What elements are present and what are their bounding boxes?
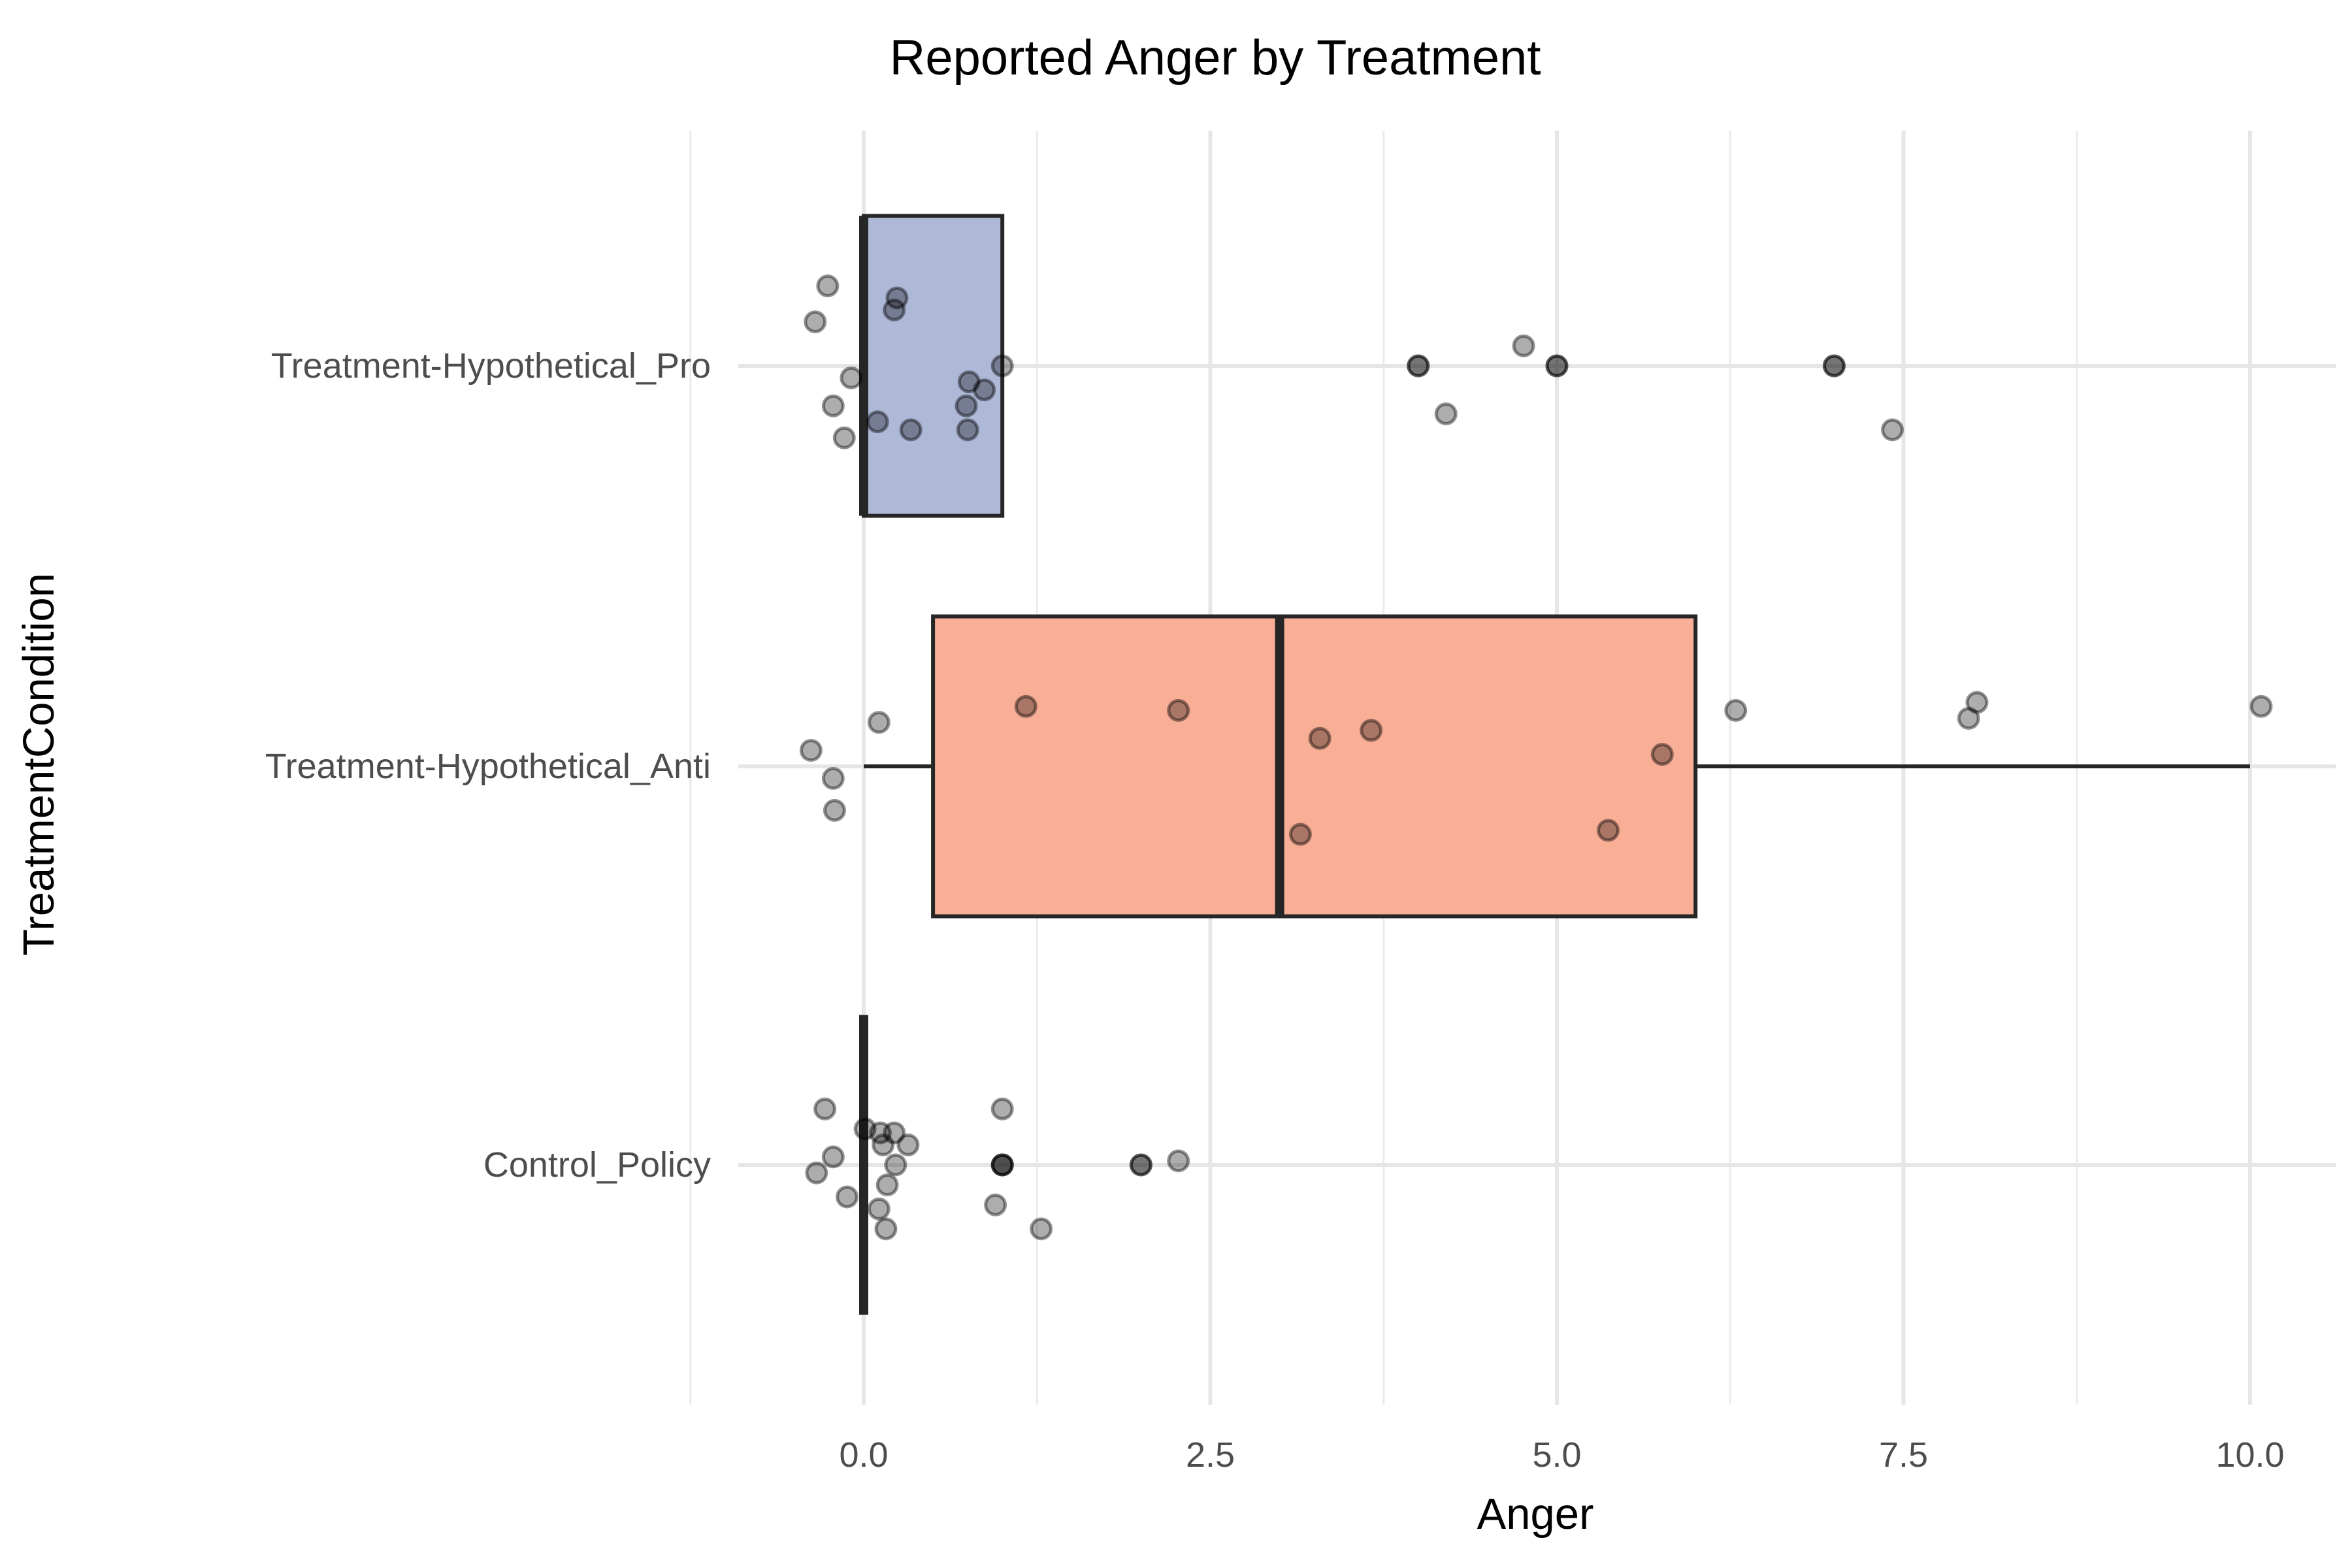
data-point (1881, 418, 1904, 442)
box-layer (859, 214, 2250, 1315)
data-point (867, 711, 890, 734)
data-point (1650, 743, 1674, 766)
point-layer (799, 274, 2273, 1241)
data-point (1965, 691, 1989, 714)
data-point (2249, 694, 2273, 718)
data-point (868, 1121, 892, 1145)
data-point (867, 1197, 890, 1220)
data-point (1545, 354, 1569, 378)
data-point (832, 426, 856, 449)
box (931, 614, 1698, 919)
data-point (1167, 1149, 1190, 1173)
data-point (875, 1173, 899, 1197)
data-point (1407, 354, 1430, 378)
data-point (973, 378, 996, 402)
x-tick-label: 7.5 (1879, 1435, 1928, 1475)
data-point (1434, 402, 1458, 425)
data-point (799, 739, 823, 762)
data-point (816, 274, 840, 298)
data-point (990, 1097, 1014, 1120)
data-point (821, 766, 845, 790)
data-point (804, 310, 827, 334)
y-tick-label: Control_Policy (483, 1145, 711, 1184)
data-point (1724, 698, 1748, 722)
data-point (1407, 354, 1430, 378)
data-point (821, 394, 845, 417)
x-tick-label: 5.0 (1532, 1435, 1581, 1475)
data-point (990, 1153, 1014, 1177)
data-point (805, 1161, 828, 1184)
x-tick-label: 0.0 (839, 1435, 888, 1475)
x-tick-label: 10.0 (2215, 1435, 2284, 1475)
data-point (990, 354, 1014, 378)
data-point (1167, 698, 1190, 722)
data-point (1822, 354, 1846, 378)
data-point (990, 1153, 1014, 1177)
data-point (884, 1153, 907, 1177)
y-tick-label: Treatment-Hypothetical_Anti (265, 747, 711, 786)
data-point (896, 1133, 920, 1156)
data-point (853, 1117, 877, 1141)
data-point (866, 410, 889, 434)
data-point (1822, 354, 1846, 378)
data-point (874, 1217, 898, 1241)
x-axis-title: Anger (1477, 1490, 1594, 1539)
data-point (821, 1145, 845, 1169)
y-axis-title: TreatmentCondition (14, 573, 63, 956)
data-point (1360, 719, 1383, 742)
data-point (1129, 1153, 1152, 1177)
data-point (836, 1185, 859, 1209)
data-point (1957, 707, 1980, 730)
data-point (883, 298, 906, 321)
data-point (1014, 694, 1037, 718)
data-point (899, 418, 923, 442)
y-tick-label: Treatment-Hypothetical_Pro (271, 346, 711, 385)
data-point (956, 418, 979, 442)
data-point (883, 1121, 906, 1145)
data-point (885, 286, 909, 310)
data-point (984, 1193, 1007, 1217)
data-point (1030, 1217, 1053, 1241)
x-tick-label: 2.5 (1186, 1435, 1235, 1475)
data-point (990, 1153, 1014, 1177)
data-point (840, 366, 863, 389)
box (862, 214, 1005, 518)
data-point (823, 798, 846, 822)
data-point (957, 370, 981, 393)
label-layer: 0.0 2.5 5.0 7.5 10.0 Treatment-Hypothetical_P… (265, 346, 2285, 1475)
data-point (813, 1097, 837, 1120)
data-point (1597, 819, 1620, 842)
data-point (1545, 354, 1569, 378)
data-point (1308, 727, 1331, 750)
chart-title: Reported Anger by Treatment (889, 30, 1541, 86)
data-point (1288, 823, 1312, 846)
data-point (1129, 1153, 1152, 1177)
data-point (1512, 334, 1535, 357)
data-point (872, 1133, 895, 1156)
data-point (955, 394, 978, 417)
